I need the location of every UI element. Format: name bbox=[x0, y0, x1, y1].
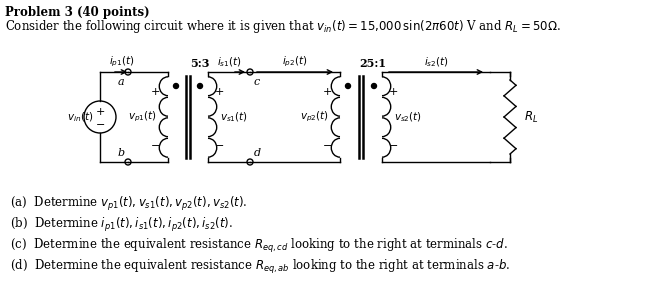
Text: Problem 3 (40 points): Problem 3 (40 points) bbox=[5, 6, 150, 19]
Text: (d)  Determine the equivalent resistance $R_{eq,ab}$ looking to the right at ter: (d) Determine the equivalent resistance … bbox=[10, 258, 510, 276]
Text: $-$: $-$ bbox=[322, 139, 332, 149]
Text: Consider the following circuit where it is given that $v_{in}(t) = 15{,}000\,\si: Consider the following circuit where it … bbox=[5, 18, 561, 35]
Text: $v_{s1}(t)$: $v_{s1}(t)$ bbox=[220, 110, 248, 124]
Text: d: d bbox=[254, 148, 261, 158]
Text: +: + bbox=[323, 87, 332, 97]
Text: a: a bbox=[118, 77, 124, 87]
Circle shape bbox=[174, 83, 178, 89]
Text: $i_{p1}(t)$: $i_{p1}(t)$ bbox=[109, 54, 135, 69]
Circle shape bbox=[345, 83, 351, 89]
Text: 5:3: 5:3 bbox=[190, 58, 210, 69]
Text: $-$: $-$ bbox=[95, 118, 105, 128]
Text: $v_{s2}(t)$: $v_{s2}(t)$ bbox=[394, 110, 422, 124]
Text: (a)  Determine $v_{p1}(t), v_{s1}(t), v_{p2}(t), v_{s2}(t)$.: (a) Determine $v_{p1}(t), v_{s1}(t), v_{… bbox=[10, 195, 247, 213]
Circle shape bbox=[372, 83, 377, 89]
Circle shape bbox=[197, 83, 202, 89]
Text: $i_{s1}(t)$: $i_{s1}(t)$ bbox=[217, 55, 242, 69]
Text: $v_{p1}(t)$: $v_{p1}(t)$ bbox=[127, 110, 157, 124]
Text: +: + bbox=[389, 87, 398, 97]
Text: $v_{p2}(t)$: $v_{p2}(t)$ bbox=[300, 110, 328, 124]
Text: $-$: $-$ bbox=[214, 139, 224, 149]
Text: (c)  Determine the equivalent resistance $R_{eq,cd}$ looking to the right at ter: (c) Determine the equivalent resistance … bbox=[10, 237, 508, 255]
Text: b: b bbox=[118, 148, 125, 158]
Text: $R_L$: $R_L$ bbox=[524, 110, 538, 125]
Text: c: c bbox=[254, 77, 261, 87]
Text: 25:1: 25:1 bbox=[360, 58, 387, 69]
Text: (b)  Determine $i_{p1}(t), i_{s1}(t), i_{p2}(t), i_{s2}(t)$.: (b) Determine $i_{p1}(t), i_{s1}(t), i_{… bbox=[10, 216, 233, 234]
Text: +: + bbox=[95, 107, 104, 117]
Text: $i_{p2}(t)$: $i_{p2}(t)$ bbox=[282, 54, 308, 69]
Text: +: + bbox=[214, 87, 224, 97]
Text: $-$: $-$ bbox=[388, 139, 398, 149]
Text: $i_{s2}(t)$: $i_{s2}(t)$ bbox=[424, 55, 449, 69]
Text: +: + bbox=[150, 87, 160, 97]
Text: $-$: $-$ bbox=[150, 139, 160, 149]
Text: $v_{in}(t)$: $v_{in}(t)$ bbox=[67, 110, 93, 124]
